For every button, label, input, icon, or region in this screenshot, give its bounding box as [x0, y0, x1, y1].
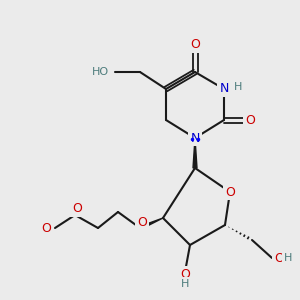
Text: H: H — [181, 279, 189, 289]
Text: O: O — [137, 215, 147, 229]
Text: O: O — [41, 221, 51, 235]
Polygon shape — [140, 218, 163, 230]
Text: O: O — [245, 113, 255, 127]
Text: O: O — [180, 268, 190, 281]
Text: N: N — [190, 131, 200, 145]
Text: O: O — [274, 251, 284, 265]
Text: H: H — [234, 82, 242, 92]
Text: O: O — [190, 38, 200, 52]
Polygon shape — [193, 138, 197, 168]
Text: O: O — [225, 185, 235, 199]
Text: HO: HO — [92, 67, 109, 77]
Text: N: N — [219, 82, 229, 95]
Text: H: H — [284, 253, 292, 263]
Text: O: O — [72, 202, 82, 215]
